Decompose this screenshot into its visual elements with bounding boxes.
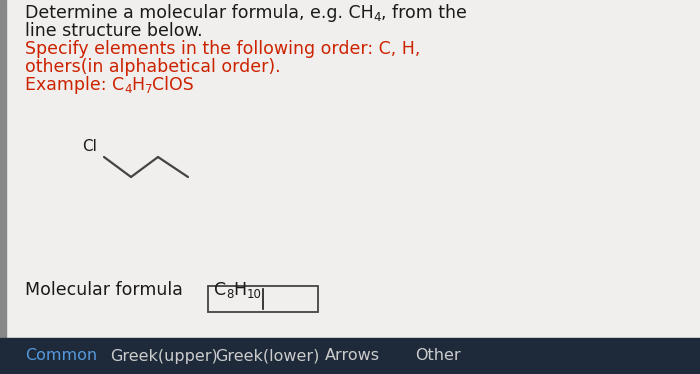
Text: Specify elements in the following order: C, H,: Specify elements in the following order:…	[25, 40, 421, 58]
Text: C: C	[214, 281, 226, 299]
Text: Molecular formula: Molecular formula	[25, 281, 183, 299]
Text: 10: 10	[246, 288, 262, 301]
Text: 4: 4	[124, 83, 132, 96]
Text: ClOS: ClOS	[153, 76, 194, 94]
Text: 7: 7	[145, 83, 153, 96]
Bar	[208, 286, 318, 312]
Text: Other: Other	[415, 349, 461, 364]
Text: Greek(upper): Greek(upper)	[110, 349, 218, 364]
Text: Arrows: Arrows	[325, 349, 380, 364]
Text: H: H	[132, 76, 145, 94]
Text: H: H	[234, 281, 246, 299]
Text: Greek(lower): Greek(lower)	[215, 349, 319, 364]
Text: line structure below.: line structure below.	[25, 22, 202, 40]
Text: Determine a molecular formula, e.g. CH: Determine a molecular formula, e.g. CH	[25, 4, 374, 22]
Text: 4: 4	[374, 11, 382, 24]
Text: Cl: Cl	[82, 139, 97, 154]
Text: Common: Common	[25, 349, 97, 364]
Text: others(in alphabetical order).: others(in alphabetical order).	[25, 58, 281, 76]
Text: , from the: , from the	[382, 4, 467, 22]
Bar	[0, 0, 6, 374]
Bar	[0, 338, 700, 374]
Text: 8: 8	[226, 288, 234, 301]
Text: Example: C: Example: C	[25, 76, 124, 94]
